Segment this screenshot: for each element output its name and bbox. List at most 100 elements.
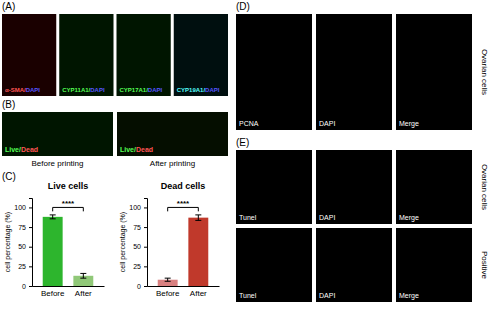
error-cap xyxy=(50,218,56,219)
image-label-part: Dead xyxy=(136,146,153,153)
tick: 25 xyxy=(18,263,32,270)
image-label: DAPI xyxy=(319,120,335,127)
image-label: DAPI xyxy=(319,292,335,299)
tick-label: 75 xyxy=(133,224,141,231)
image-label-part: Live/ xyxy=(120,146,136,153)
significance-label: **** xyxy=(62,199,75,208)
significance-label: **** xyxy=(177,199,190,208)
tick-label: After xyxy=(75,289,92,298)
image-placeholder xyxy=(2,112,113,156)
tick: After xyxy=(75,289,92,298)
tick: Before xyxy=(41,289,65,298)
image-placeholder xyxy=(236,14,312,130)
image-label-part: Merge xyxy=(399,214,419,222)
plot-marks xyxy=(158,207,209,286)
tick: 0 xyxy=(22,283,32,290)
tick-mark xyxy=(29,247,32,248)
image-placeholder xyxy=(396,228,472,302)
tick: 75 xyxy=(18,224,32,231)
image-label: CYP11A1/DAPI xyxy=(62,87,105,93)
image-label-part: Dead xyxy=(21,146,38,153)
axis-line xyxy=(148,286,220,287)
image-label-part: α-SMA/ xyxy=(5,87,26,93)
tick-mark xyxy=(144,227,147,228)
error-cap xyxy=(50,214,56,215)
tick-label: 25 xyxy=(133,263,141,270)
tick-mark xyxy=(29,227,32,228)
image-label-part: Tunel xyxy=(239,292,257,299)
side-label: Ovarian cells xyxy=(480,164,489,210)
panel-label: (B) xyxy=(2,99,15,110)
figure: (A)α-SMA/DAPICYP11A1/DAPICYP17A1/DAPICYP… xyxy=(0,0,500,310)
error-bar xyxy=(198,215,199,221)
image-placeholder xyxy=(59,14,113,96)
axis-title: cell percentage (%) xyxy=(119,212,127,272)
tick-label: 100 xyxy=(14,204,26,211)
bar-chart: Live cells0255075100cell percentage (%)B… xyxy=(4,181,105,298)
image-label: α-SMA/DAPI xyxy=(5,87,40,93)
image-label: CYP17A1/DAPI xyxy=(120,87,163,93)
tick-label: 50 xyxy=(133,243,141,250)
error-cap xyxy=(80,273,86,274)
image-label-part: CYP17A1/ xyxy=(120,87,149,93)
error-cap xyxy=(195,214,201,215)
image-placeholder xyxy=(396,14,472,130)
bar xyxy=(43,217,63,286)
significance-bracket xyxy=(53,207,84,211)
axis-line xyxy=(144,199,148,287)
x-axis: BeforeAfter xyxy=(148,287,220,298)
error-cap xyxy=(165,281,171,282)
image-label-part: Merge xyxy=(399,120,419,128)
tick-label: 0 xyxy=(22,283,26,290)
image-placeholder xyxy=(316,228,392,302)
chart-title: Dead cells xyxy=(161,181,206,191)
plot-area xyxy=(158,207,209,286)
image-placeholder xyxy=(2,14,56,96)
error-cap xyxy=(80,278,86,279)
image-label: Merge xyxy=(399,292,419,300)
tick-label: 75 xyxy=(18,224,26,231)
error-cap xyxy=(195,220,201,221)
tick-label: 25 xyxy=(18,263,26,270)
image-label: CYP19A1/DAPI xyxy=(177,87,220,93)
image-label-part: DAPI xyxy=(319,292,335,299)
tick-mark xyxy=(144,266,147,267)
image-placeholder xyxy=(316,14,392,130)
tick: After xyxy=(190,289,207,298)
x-axis: Before After xyxy=(33,287,105,298)
image-placeholder xyxy=(236,150,312,224)
image-label-part: CYP19A1/ xyxy=(177,87,206,93)
image-label-part: DAPI xyxy=(148,87,163,93)
image-label: PCNA xyxy=(239,120,259,127)
image-placeholder xyxy=(117,14,171,96)
tick-mark xyxy=(144,286,147,287)
y-axis: 0255075100 xyxy=(129,199,147,290)
axis-line xyxy=(33,286,105,287)
error-cap xyxy=(165,278,171,279)
error-bar xyxy=(52,215,53,219)
tick-mark xyxy=(29,266,32,267)
tick: 50 xyxy=(18,243,32,250)
tick-label: 0 xyxy=(137,283,141,290)
image-caption: After printing xyxy=(150,159,195,168)
image-label-part: DAPI xyxy=(26,87,41,93)
image-label-part: DAPI xyxy=(319,214,335,221)
tick-label: 50 xyxy=(18,243,26,250)
error-bar xyxy=(83,273,84,278)
image-placeholder xyxy=(117,112,228,156)
image-label: Merge xyxy=(399,120,419,128)
image-placeholder xyxy=(316,150,392,224)
image-caption: Before printing xyxy=(31,159,83,168)
axis-title: cell percentage (%) xyxy=(4,212,12,272)
image-label-part: DAPI xyxy=(90,87,105,93)
image-placeholder xyxy=(236,228,312,302)
tick: 0 xyxy=(137,283,147,290)
side-label: Ovarian cells xyxy=(480,49,489,95)
tick: 50 xyxy=(133,243,147,250)
image-label: Merge xyxy=(399,214,419,222)
panel-label: (A) xyxy=(2,1,15,12)
panel-label: (C) xyxy=(2,171,16,182)
image-label-part: DAPI xyxy=(205,87,220,93)
plot-marks xyxy=(43,207,94,286)
tick-label: Before xyxy=(41,289,65,298)
